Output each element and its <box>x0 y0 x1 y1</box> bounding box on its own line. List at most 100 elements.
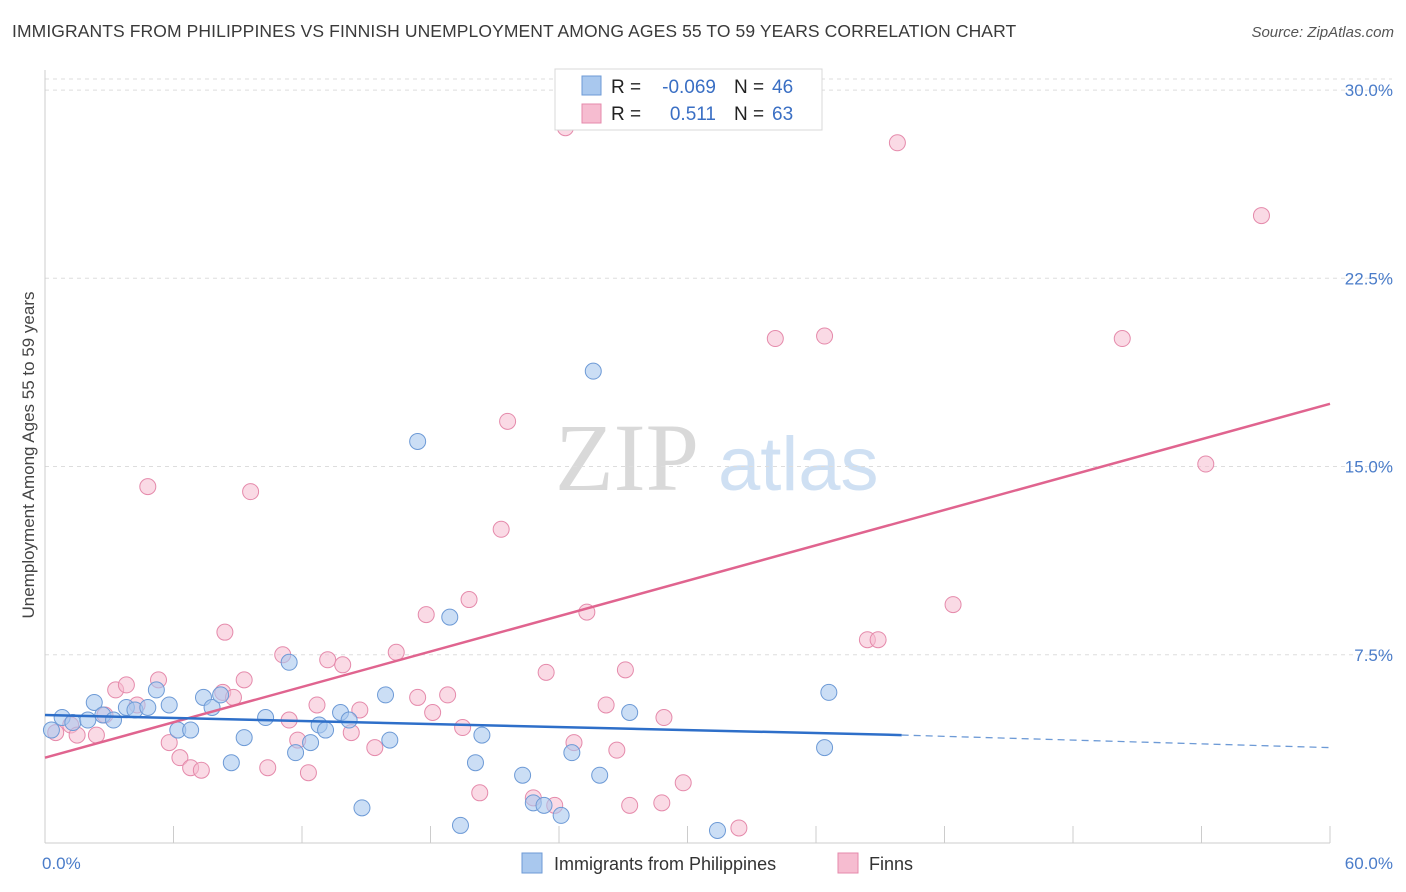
finns-point-25 <box>319 651 337 669</box>
series-legend: Immigrants from Philippines Finns <box>521 852 913 874</box>
grid-lines <box>45 78 1392 656</box>
finns-point-17 <box>235 671 253 689</box>
philippines-trend-extension <box>901 734 1331 749</box>
finns-point-30 <box>387 643 405 661</box>
finns-point-24 <box>308 696 326 714</box>
y-tick-labels: 7.5% 15.0% 22.5% 30.0% <box>1345 81 1393 665</box>
finns-point-60 <box>1113 330 1131 348</box>
philippines-point-17 <box>222 754 240 772</box>
correlation-legend: R = -0.069 N = 46 R = 0.511 N = 63 <box>554 68 823 131</box>
finns-point-36 <box>460 591 478 609</box>
philippines-point-44 <box>816 739 834 757</box>
philippines-point-24 <box>317 721 335 739</box>
philippines-point-35 <box>514 766 532 784</box>
philippines-trend-line <box>44 713 902 737</box>
philippines-point-43 <box>708 821 726 839</box>
legend-n-value-1: 46 <box>772 77 793 98</box>
y-tick-label-2: 22.5% <box>1345 269 1393 288</box>
philippines-point-38 <box>552 806 570 824</box>
philippines-point-27 <box>353 799 371 817</box>
finns-point-19 <box>259 759 277 777</box>
philippines-point-34 <box>473 726 491 744</box>
philippines-point-9 <box>139 698 157 716</box>
x-tick-labels: 0.0% 60.0% <box>42 854 1393 873</box>
trend-lines <box>44 402 1331 759</box>
philippines-point-37 <box>535 796 553 814</box>
finns-point-59 <box>944 596 962 614</box>
chart-title: IMMIGRANTS FROM PHILIPPINES VS FINNISH U… <box>12 21 1017 41</box>
finns-point-11 <box>171 749 189 767</box>
finns-point-58 <box>888 134 906 152</box>
bottom-legend-label-finns: Finns <box>869 854 913 874</box>
finns-point-33 <box>424 703 442 721</box>
philippines-point-16 <box>212 686 230 704</box>
legend-swatch-pink <box>581 103 602 124</box>
philippines-point-30 <box>409 432 427 450</box>
philippines-point-42 <box>621 703 639 721</box>
finns-point-52 <box>674 774 692 792</box>
philippines-point-6 <box>105 711 123 729</box>
finns-point-32 <box>417 606 435 624</box>
y-axis-label: Unemployment Among Ages 55 to 59 years <box>19 292 38 619</box>
finns-point-15 <box>216 623 234 641</box>
finns-point-46 <box>597 696 615 714</box>
philippines-point-4 <box>85 693 103 711</box>
finns-point-13 <box>192 761 210 779</box>
legend-swatch-blue <box>581 75 602 96</box>
finns-point-10 <box>160 734 178 752</box>
finns-point-34 <box>439 686 457 704</box>
bottom-legend-swatch-pink <box>837 852 859 874</box>
finns-point-50 <box>653 794 671 812</box>
philippines-point-19 <box>257 709 275 727</box>
finns-point-57 <box>869 631 887 649</box>
philippines-point-28 <box>377 686 395 704</box>
x-tick-label-1: 60.0% <box>1345 854 1393 873</box>
finns-point-26 <box>334 656 352 674</box>
philippines-point-0 <box>42 721 60 739</box>
finns-point-23 <box>299 764 317 782</box>
legend-n-label-1: N = <box>734 77 764 98</box>
y-tick-label-0: 7.5% <box>1354 646 1393 665</box>
philippines-point-29 <box>381 731 399 749</box>
finns-point-49 <box>621 796 639 814</box>
chart-source: Source: ZipAtlas.com <box>1251 24 1394 41</box>
finns-point-28 <box>351 701 369 719</box>
philippines-point-20 <box>280 653 298 671</box>
finns-point-51 <box>655 709 673 727</box>
philippines-point-41 <box>591 766 609 784</box>
finns-point-48 <box>616 661 634 679</box>
legend-n-value-2: 63 <box>772 104 793 125</box>
finns-point-31 <box>409 688 427 706</box>
philippines-point-22 <box>302 734 320 752</box>
finns-point-29 <box>366 739 384 757</box>
finns-point-37 <box>471 784 489 802</box>
finns-trend-line <box>44 402 1331 759</box>
finns-point-38 <box>492 520 510 538</box>
finns-point-47 <box>608 741 626 759</box>
legend-r-value-2: 0.511 <box>670 104 716 125</box>
philippines-points <box>42 362 838 839</box>
finns-point-39 <box>499 412 517 430</box>
finns-point-8 <box>139 478 157 496</box>
legend-r-label-2: R = <box>611 104 641 125</box>
finns-point-18 <box>242 483 260 501</box>
philippines-point-26 <box>340 711 358 729</box>
philippines-point-33 <box>466 754 484 772</box>
philippines-point-31 <box>441 608 459 626</box>
finns-point-6 <box>117 676 135 694</box>
finns-point-61 <box>1197 455 1215 473</box>
bottom-legend-swatch-blue <box>521 852 543 874</box>
legend-n-label-2: N = <box>734 104 764 125</box>
finns-point-54 <box>766 330 784 348</box>
axes <box>44 70 1331 844</box>
x-tick-label-0: 0.0% <box>42 854 81 873</box>
philippines-point-45 <box>820 683 838 701</box>
philippines-point-21 <box>287 744 305 762</box>
philippines-point-11 <box>160 696 178 714</box>
philippines-point-39 <box>563 744 581 762</box>
y-tick-label-1: 15.0% <box>1345 458 1393 477</box>
philippines-point-18 <box>235 729 253 747</box>
philippines-point-13 <box>182 721 200 739</box>
philippines-point-32 <box>451 816 469 834</box>
